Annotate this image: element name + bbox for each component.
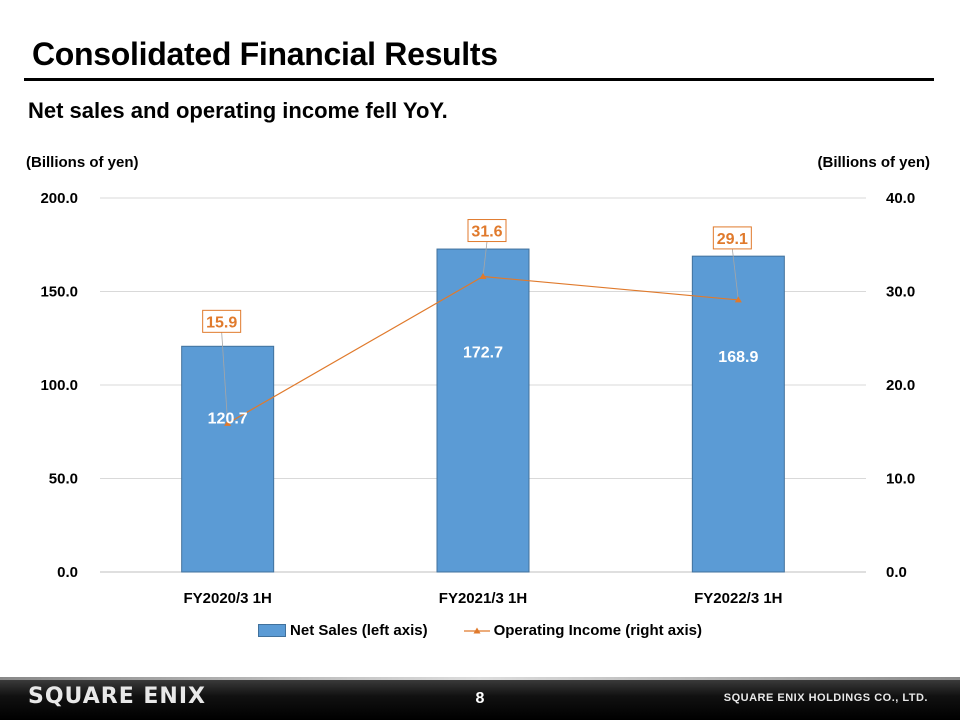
legend-item-net-sales: Net Sales (left axis) (258, 622, 428, 639)
data-labels: 120.7 172.7 168.9 15.9 31.6 29.1 (202, 219, 758, 428)
leader-line (221, 332, 229, 424)
chart-legend: Net Sales (left axis) Operating Income (… (0, 622, 960, 639)
right-axis-tick-label: 30.0 (886, 284, 915, 301)
left-axis-unit-label: (Billions of yen) (26, 154, 139, 171)
net-sales-bars (181, 248, 785, 573)
left-axis-tick-label: 100.0 (40, 377, 78, 394)
net-sales-data-label: 120.7 (208, 411, 248, 428)
operating-income-label-box (712, 226, 752, 250)
legend-item-operating-income: Operating Income (right axis) (463, 622, 702, 639)
footer-accent-bar (0, 677, 960, 680)
operating-income-point (479, 273, 487, 280)
axis-ticks: 0.0 50.0 100.0 150.0 200.0 0.0 10.0 20.0 30.0 40.… (40, 190, 915, 607)
right-axis-tick-label: 0.0 (886, 564, 907, 581)
operating-income-label-box (467, 219, 507, 243)
right-axis-tick-label: 10.0 (886, 471, 915, 488)
operating-income-label-box (202, 309, 242, 333)
net-sales-bar (691, 255, 785, 573)
x-axis-tick-label: FY2020/3 1H (183, 590, 271, 607)
operating-income-point (734, 296, 742, 303)
slide-title: Consolidated Financial Results (32, 36, 498, 72)
operating-income-line (224, 273, 742, 426)
net-sales-bar (181, 345, 275, 573)
legend-label-operating-income: Operating Income (right axis) (493, 622, 702, 639)
slide-subtitle: Net sales and operating income fell YoY. (28, 98, 448, 123)
legend-label-net-sales: Net Sales (left axis) (290, 622, 428, 639)
operating-income-data-label: 29.1 (717, 231, 748, 248)
operating-income-data-label: 15.9 (206, 314, 237, 331)
left-axis-tick-label: 0.0 (57, 564, 78, 581)
leader-line (731, 248, 739, 300)
operating-income-point (224, 419, 232, 426)
right-axis-tick-label: 20.0 (886, 377, 915, 394)
x-axis-tick-label: FY2021/3 1H (439, 590, 527, 607)
combo-chart: 120.7 172.7 168.9 15.9 31.6 29.1 0.0 50.0 100.0… (40, 190, 915, 607)
operating-income-data-label: 31.6 (471, 224, 502, 241)
brand-logo: SQUARE ENIX (28, 684, 206, 709)
leader-lines (221, 241, 739, 424)
title-divider (24, 78, 934, 81)
net-sales-data-label: 168.9 (718, 349, 758, 366)
left-axis-tick-label: 200.0 (40, 190, 78, 207)
operating-income-line-icon (463, 627, 490, 633)
left-axis-tick-label: 150.0 (40, 284, 78, 301)
footer-bar (0, 680, 960, 720)
right-axis-unit-label: (Billions of yen) (817, 154, 931, 171)
x-axis-tick-label: FY2022/3 1H (694, 590, 782, 607)
right-axis-tick-label: 40.0 (886, 190, 915, 207)
net-sales-data-label: 172.7 (463, 344, 503, 361)
net-sales-bar (436, 248, 530, 573)
page-number: 8 (475, 690, 485, 707)
company-name: SQUARE ENIX HOLDINGS CO., LTD. (723, 692, 928, 704)
net-sales-swatch-icon (258, 624, 287, 637)
leader-line (482, 241, 488, 277)
left-axis-tick-label: 50.0 (49, 471, 78, 488)
